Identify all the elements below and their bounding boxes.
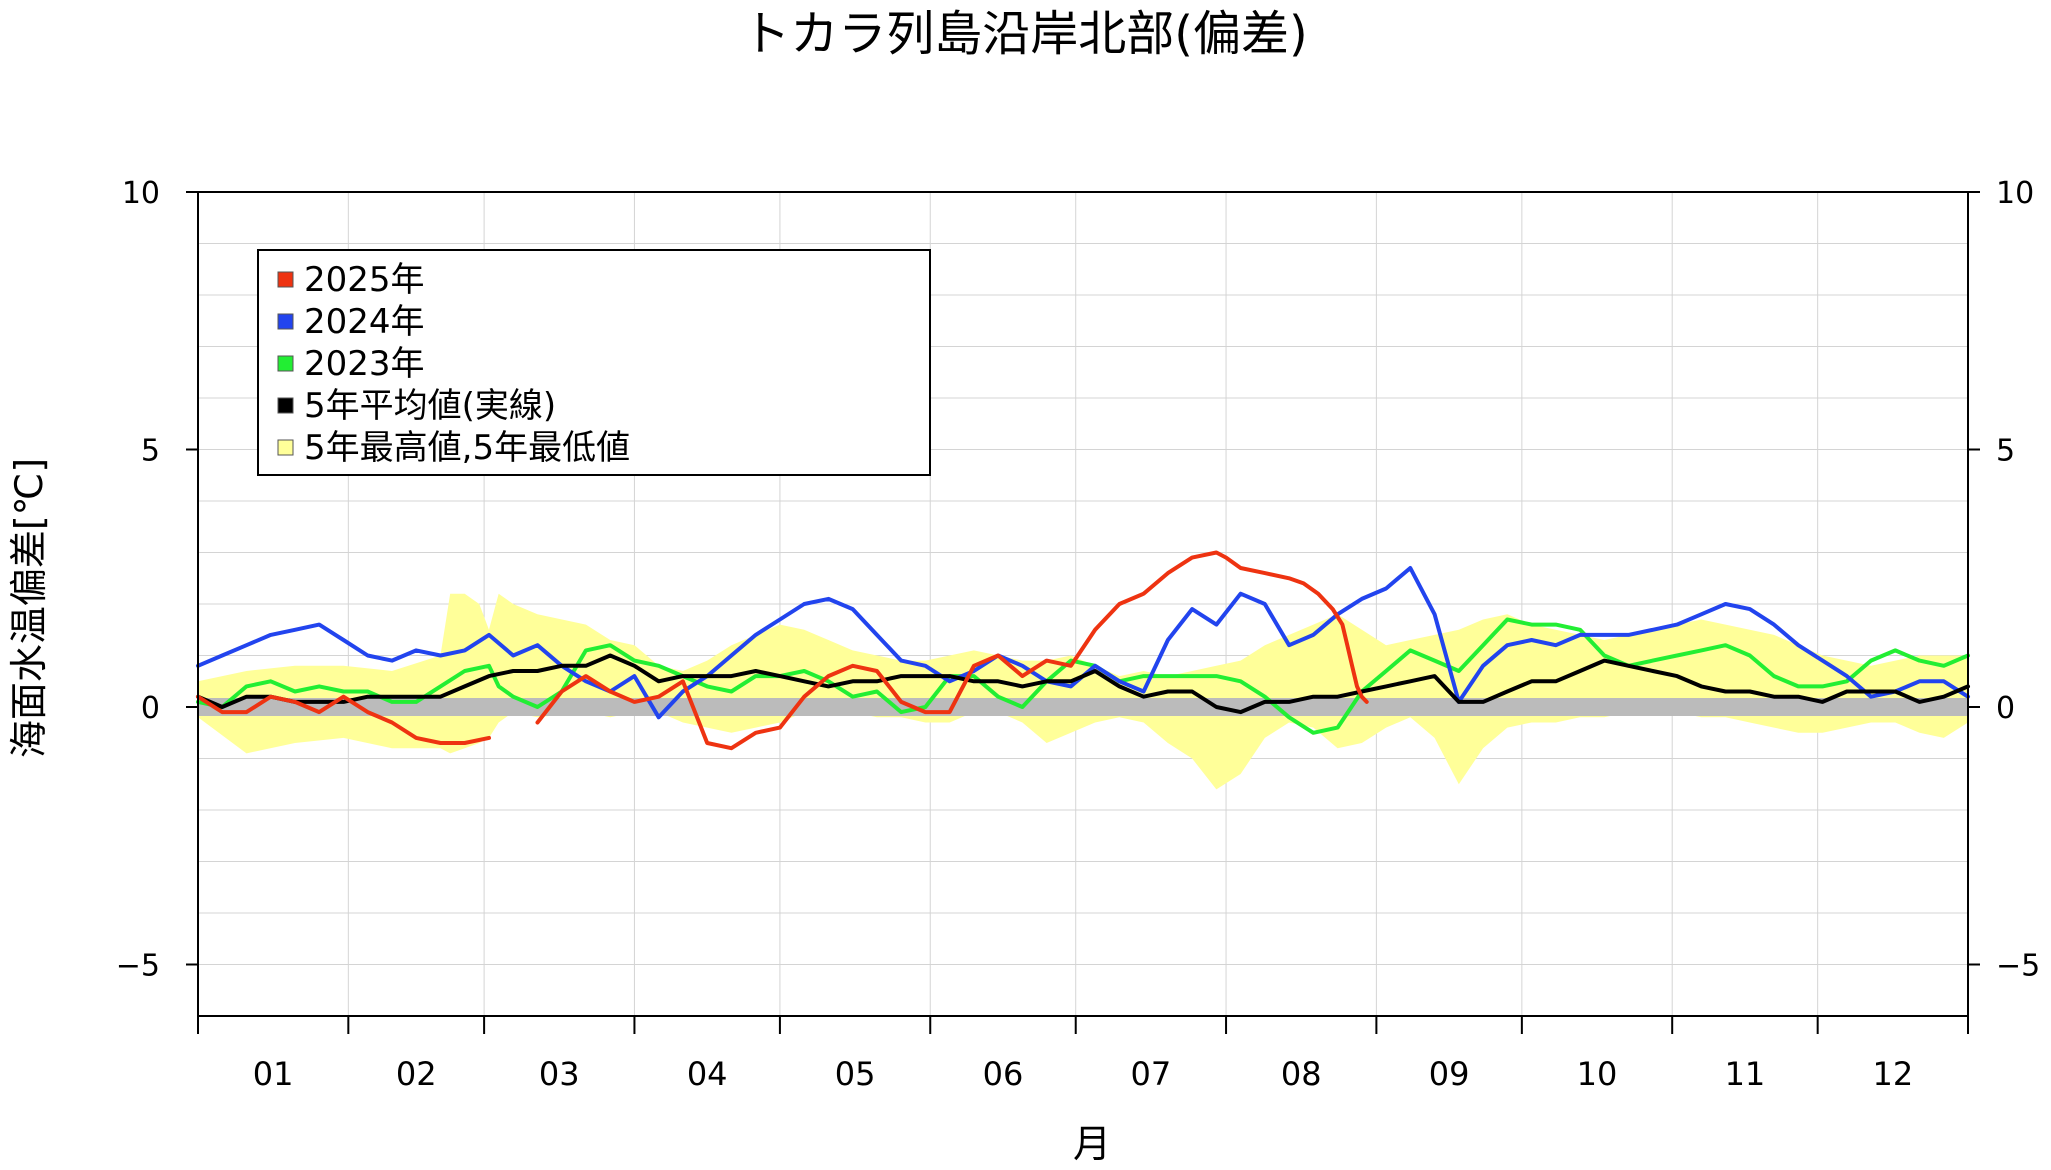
legend-label: 5年最高値,5年最低値 (304, 428, 630, 468)
y-tick-label-right: 0 (1996, 691, 2015, 726)
series-avg-line (196, 653, 1970, 715)
x-tick-label: 11 (1725, 1055, 1766, 1093)
legend-label: 2024年 (304, 302, 425, 342)
x-tick-label: 04 (687, 1055, 728, 1093)
legend-label: 2025年 (304, 260, 425, 300)
x-tick-label: 10 (1577, 1055, 1618, 1093)
series-2025-line (535, 550, 1369, 751)
zero-line (198, 698, 1968, 716)
y-axis-title: 海面水温偏差[℃] (7, 458, 51, 758)
series-layer (196, 550, 1970, 751)
legend-swatch (277, 397, 294, 414)
legend-swatch (277, 313, 294, 330)
series-2023-line (196, 617, 1970, 735)
y-tick-label-left: −5 (116, 949, 160, 984)
plot-frame (197, 191, 1969, 1017)
legend-swatch (277, 439, 294, 456)
band-layer (198, 593, 1968, 790)
y-tick-label-right: 10 (1996, 176, 2034, 211)
x-tick-label: 07 (1131, 1055, 1172, 1093)
x-tick-label: 02 (396, 1055, 437, 1093)
legend-swatch (277, 355, 294, 372)
chart-title: トカラ列島沿岸北部(偏差) (742, 6, 1307, 62)
series-2025-line (196, 694, 491, 745)
y-tick-label-right: 5 (1996, 434, 2015, 469)
legend-swatch (277, 271, 294, 288)
x-axis-title: 月 (1073, 1122, 1111, 1166)
x-tick-label: 08 (1281, 1055, 1322, 1093)
legend-box (257, 249, 931, 476)
x-tick-label: 05 (835, 1055, 876, 1093)
x-tick-label: 01 (253, 1055, 294, 1093)
y-tick-label-left: 5 (141, 434, 160, 469)
y-tick-label-right: −5 (1996, 949, 2040, 984)
x-tick-label: 03 (539, 1055, 580, 1093)
y-tick-label-left: 0 (141, 691, 160, 726)
x-tick-label: 12 (1872, 1055, 1913, 1093)
x-tick-label: 06 (983, 1055, 1024, 1093)
legend-label: 5年平均値(実線) (304, 386, 556, 426)
x-tick-label: 09 (1429, 1055, 1470, 1093)
band-max-min (198, 593, 1968, 790)
legend-label: 2023年 (304, 344, 425, 384)
y-tick-label-left: 10 (122, 176, 160, 211)
